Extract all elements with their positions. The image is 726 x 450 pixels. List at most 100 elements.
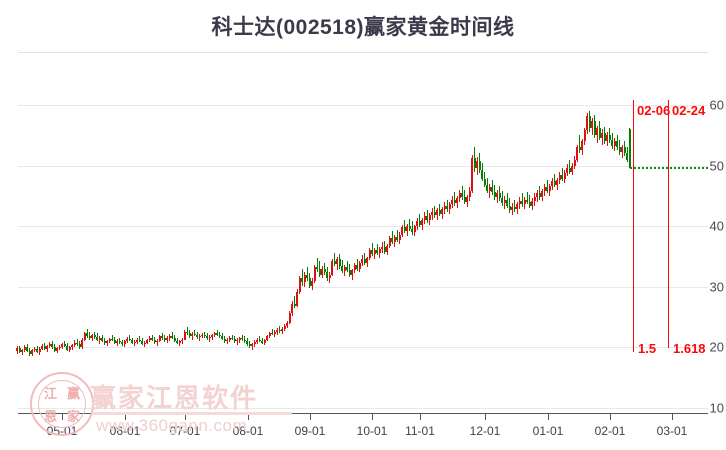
candlestick (491, 180, 494, 195)
y-axis-tick-label: 50 (709, 158, 724, 174)
candle-body (218, 334, 221, 337)
candle-wick (371, 243, 373, 257)
candle-body (258, 339, 261, 341)
candlestick-plot[interactable] (16, 60, 708, 413)
candle-body (513, 206, 516, 210)
candle-wick (396, 229, 398, 242)
candle-body (176, 340, 179, 343)
candle-wick (161, 332, 163, 340)
candle-wick (454, 192, 456, 206)
candle-body (91, 335, 94, 339)
candlestick (466, 194, 469, 207)
candlestick (593, 114, 596, 138)
candle-body (563, 172, 566, 179)
candlestick (118, 338, 121, 344)
candlestick (316, 257, 319, 273)
candle-body (353, 264, 356, 270)
candle-body (456, 198, 459, 204)
candle-body (551, 181, 554, 187)
candlestick (196, 332, 199, 339)
candlestick (233, 335, 236, 343)
candle-body (606, 135, 609, 142)
candle-body (393, 237, 396, 242)
candlestick (463, 189, 466, 205)
time-line-02-24[interactable] (668, 100, 670, 348)
candle-wick (171, 332, 173, 339)
candle-body (338, 258, 341, 267)
candlestick (616, 135, 619, 150)
candlestick (531, 198, 534, 211)
candlestick (581, 138, 584, 155)
candlestick (566, 164, 569, 177)
candle-body (411, 228, 414, 233)
candlestick (498, 186, 501, 201)
candle-body (288, 313, 291, 323)
candlestick (331, 258, 334, 276)
candle-body (221, 336, 224, 339)
candlestick (513, 199, 516, 212)
candle-body (446, 205, 449, 210)
candle-body (368, 250, 371, 258)
x-axis-tick-label: 11-01 (405, 424, 435, 438)
candlestick (193, 330, 196, 337)
candle-body (541, 191, 544, 198)
candlestick (411, 221, 414, 235)
candle-wick (461, 186, 463, 200)
candle-body (241, 338, 244, 340)
candlestick (323, 262, 326, 275)
candlestick (321, 266, 324, 279)
candlestick (263, 338, 266, 345)
candle-body (88, 335, 91, 339)
candlestick (401, 224, 404, 238)
candle-body (536, 193, 539, 198)
candlestick (273, 330, 276, 338)
candlestick (496, 189, 499, 204)
candlestick (63, 340, 66, 348)
candle-body (136, 339, 139, 342)
candle-body (196, 335, 199, 338)
candlestick (421, 217, 424, 230)
candlestick (488, 183, 491, 199)
candlestick (223, 335, 226, 343)
candle-body (388, 238, 391, 246)
candlestick (38, 347, 41, 355)
candle-body (41, 345, 44, 349)
candlestick (481, 163, 484, 182)
candle-body (48, 343, 51, 347)
x-axis-tick-label: 10-01 (356, 424, 388, 438)
time-line-label-02-24: 02-24 (672, 103, 706, 118)
candle-body (306, 275, 309, 279)
candle-body (146, 340, 149, 343)
candle-body (308, 278, 311, 286)
candle-body (591, 120, 594, 129)
candlestick (36, 346, 39, 354)
candle-wick (301, 268, 303, 286)
candle-body (331, 261, 334, 275)
candlestick (586, 113, 589, 135)
candle-body (103, 340, 106, 344)
candlestick (56, 346, 59, 354)
candlestick (221, 333, 224, 341)
candle-body (483, 178, 486, 185)
candlestick (393, 234, 396, 247)
candlestick (218, 331, 221, 339)
candlestick (78, 341, 81, 349)
candlestick (21, 348, 24, 356)
candle-body (473, 158, 476, 168)
candle-body (16, 348, 19, 352)
candle-body (298, 278, 301, 292)
candle-body (508, 205, 511, 211)
candle-body (526, 199, 529, 202)
candle-body (261, 340, 264, 343)
time-line-02-06[interactable] (633, 100, 635, 352)
candle-body (556, 180, 559, 185)
candlestick (518, 197, 521, 210)
candlestick (358, 261, 361, 273)
candle-body (343, 267, 346, 272)
candle-body (33, 348, 36, 351)
candlestick (351, 268, 354, 280)
candle-body (273, 332, 276, 335)
candlestick (303, 272, 306, 287)
candlestick (23, 344, 26, 352)
candlestick (596, 125, 599, 143)
